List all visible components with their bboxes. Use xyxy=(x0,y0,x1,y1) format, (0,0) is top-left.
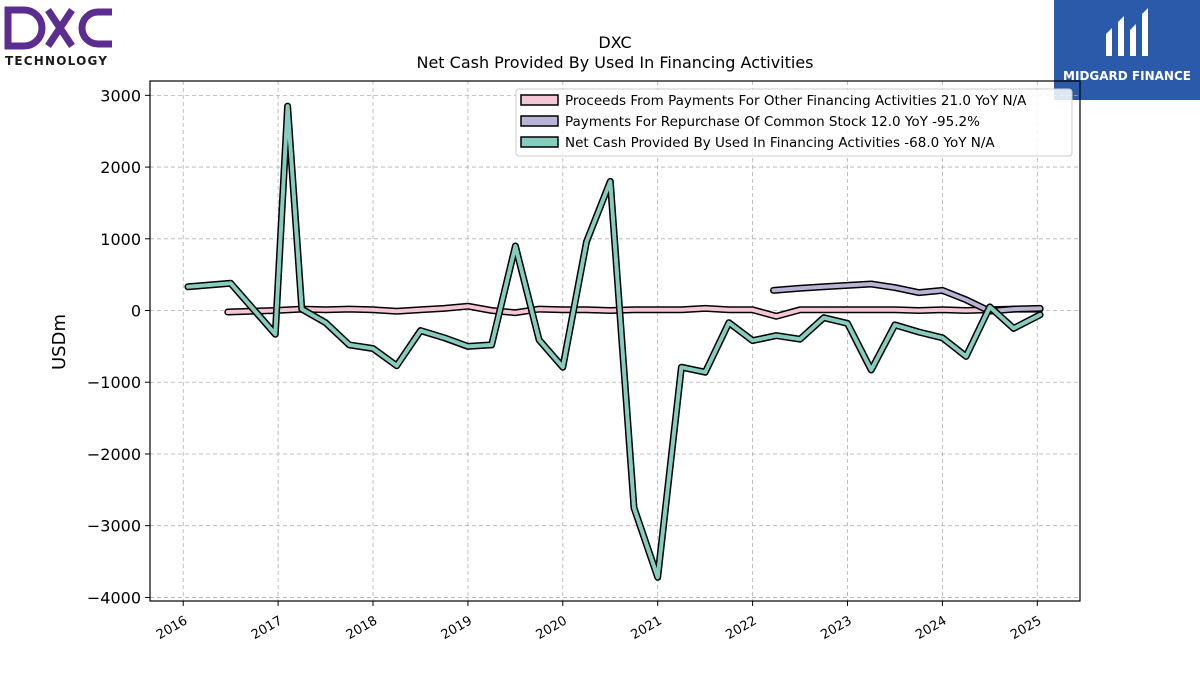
series-line-3 xyxy=(186,104,1043,580)
y-tick-label: −4000 xyxy=(87,588,141,607)
x-tick-label: 2024 xyxy=(913,613,949,643)
x-tick-label: 2018 xyxy=(344,613,380,643)
midgard-finance-logo: MIDGARD FINANCE xyxy=(1054,0,1200,100)
logo-subtitle: TECHNOLOGY xyxy=(5,54,109,68)
logo-letter-d xyxy=(4,6,46,50)
y-tick-label: −2000 xyxy=(87,445,141,464)
y-tick-label: 0 xyxy=(131,302,141,321)
legend-swatch-1 xyxy=(520,94,559,106)
series-lines xyxy=(184,102,1044,581)
x-tick-label: 2019 xyxy=(439,613,475,643)
plot-frame xyxy=(149,80,1081,602)
y-tick-label: 1000 xyxy=(100,230,141,249)
y-tick-label: −1000 xyxy=(87,373,141,392)
x-tick-label: 2017 xyxy=(249,613,285,643)
y-tick-label: −3000 xyxy=(87,517,141,536)
series-line-1 xyxy=(225,304,1043,319)
x-tick-label: 2020 xyxy=(534,613,570,643)
legend-label-3: Net Cash Provided By Used In Financing A… xyxy=(565,135,995,151)
chart-subtitle: Net Cash Provided By Used In Financing A… xyxy=(416,53,813,72)
x-tick-label: 2022 xyxy=(723,613,759,643)
legend-swatch-3 xyxy=(520,136,559,148)
x-tick-label: 2025 xyxy=(1008,613,1044,643)
y-axis: 3000 2000 1000 0 −1000 −2000 −3000 −4000 xyxy=(87,86,150,607)
x-tick-label: 2023 xyxy=(818,613,854,643)
legend-box xyxy=(515,88,1073,157)
legend: Proceeds From Payments For Other Financi… xyxy=(515,88,1073,157)
y-tick-label: 2000 xyxy=(100,158,141,177)
dxc-wordmark-icon xyxy=(4,6,112,50)
legend-swatch-2 xyxy=(520,115,559,127)
x-tick-label: 2021 xyxy=(629,613,665,643)
legend-label-1: Proceeds From Payments For Other Financi… xyxy=(565,93,1027,109)
logo-brand-name: MIDGARD FINANCE xyxy=(1063,69,1191,83)
logo-letter-c xyxy=(78,8,112,48)
x-tick-label: 2016 xyxy=(154,613,190,643)
midgard-emblem-icon xyxy=(1106,8,1148,56)
dxc-logo: TECHNOLOGY xyxy=(4,4,116,68)
logo-letter-x xyxy=(45,8,75,48)
chart-title: DXC xyxy=(598,33,631,52)
y-tick-label: 3000 xyxy=(100,86,141,105)
series-outline-3 xyxy=(184,102,1044,581)
legend-label-2: Payments For Repurchase Of Common Stock … xyxy=(565,114,980,130)
y-axis-label: USDm xyxy=(49,314,70,370)
x-axis: 2016 2017 2018 2019 2020 2021 2022 2023 2024 2025 xyxy=(154,601,1044,643)
